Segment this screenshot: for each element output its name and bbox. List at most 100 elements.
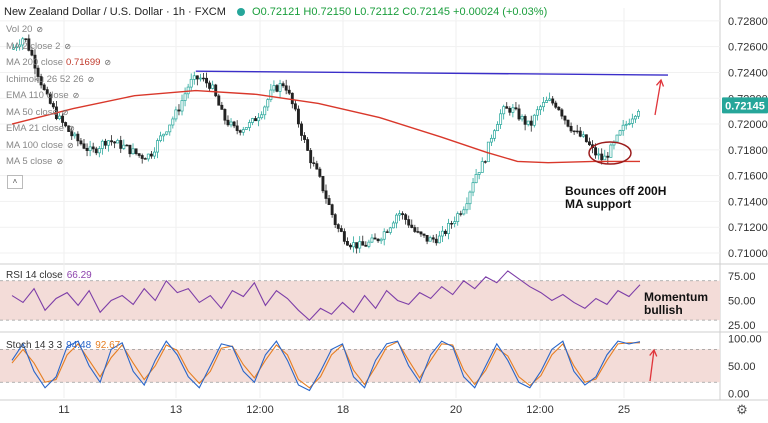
candle — [51, 101, 55, 110]
candle — [137, 153, 141, 158]
candle-body — [395, 214, 398, 224]
candle — [434, 234, 438, 246]
candle-body — [168, 124, 172, 133]
candle-body — [618, 130, 622, 136]
candle-body — [21, 38, 25, 46]
candle — [296, 105, 300, 128]
candle — [306, 137, 310, 152]
indicator-value: 0.71699 — [66, 57, 101, 68]
candle — [287, 85, 291, 95]
candle — [290, 92, 294, 109]
candle — [116, 138, 120, 144]
hide-eye-icon[interactable]: ⊘ — [68, 124, 75, 133]
indicator-row[interactable]: MA 5 close ⊘ — [6, 156, 63, 167]
candle-body — [281, 83, 285, 87]
price-lines — [11, 70, 669, 392]
candle — [453, 216, 457, 228]
candle-body — [615, 134, 619, 143]
x-tick-label: 18 — [337, 404, 349, 416]
candle-body — [85, 147, 89, 151]
candle-body — [143, 158, 147, 160]
candle-body — [97, 148, 101, 154]
hide-eye-icon[interactable]: ⊘ — [67, 140, 74, 150]
candle — [177, 104, 181, 116]
indicator-row[interactable]: EMA 110 close ⊘ — [6, 90, 79, 101]
candle — [637, 109, 640, 120]
symbol-title[interactable]: New Zealand Dollar / U.S. Dollar · 1h · … — [4, 6, 226, 18]
candle — [159, 131, 163, 143]
candle — [76, 131, 80, 147]
candle — [36, 65, 40, 83]
indicator-row[interactable]: EMA 21 close ⊘ — [6, 123, 75, 134]
collapse-legend-button[interactable]: ˄ — [7, 175, 23, 189]
candle-body — [514, 107, 518, 110]
candle — [566, 119, 570, 128]
hide-eye-icon[interactable]: ⊘ — [72, 91, 80, 100]
indicator-row[interactable]: Vol 20 ⊘ — [6, 24, 43, 35]
rsi-line — [11, 270, 641, 321]
candle-body — [290, 92, 294, 105]
candle-body — [520, 116, 524, 120]
candle-body — [410, 224, 414, 228]
candle — [15, 43, 19, 51]
candle — [603, 149, 607, 161]
price-up-arrow-head — [655, 78, 665, 87]
candle — [407, 215, 411, 228]
candle-body — [489, 137, 493, 143]
candle — [217, 93, 221, 106]
candle — [103, 138, 107, 150]
candle — [416, 227, 420, 234]
candle-body — [444, 230, 447, 235]
candle-body — [474, 174, 478, 184]
candle-body — [211, 84, 215, 89]
candle — [122, 139, 126, 150]
candle — [560, 108, 564, 120]
rsi-legend[interactable]: RSI 14 close 66.29 — [6, 270, 92, 281]
candle-body — [88, 146, 92, 151]
candle-body — [548, 98, 552, 101]
candle — [275, 84, 279, 93]
candle — [489, 134, 493, 147]
hide-eye-icon[interactable]: ⊘ — [104, 58, 112, 67]
candle-body — [303, 135, 307, 140]
candle — [413, 224, 417, 233]
candle-body — [606, 155, 610, 158]
indicator-row[interactable]: MA 200 close 0.71699 ⊘ — [6, 57, 111, 68]
candle — [244, 127, 248, 130]
candle — [349, 243, 352, 250]
hide-eye-icon[interactable]: ⊘ — [64, 41, 72, 51]
candle — [401, 211, 405, 220]
hide-eye-icon[interactable]: ⊘ — [56, 157, 64, 166]
hide-eye-icon[interactable]: ⊘ — [87, 74, 95, 84]
candle-body — [257, 117, 261, 122]
stoch-legend[interactable]: Stoch 14 3 3 94.48 92.67 — [6, 340, 120, 351]
candle — [205, 72, 208, 88]
candle-body — [296, 108, 300, 125]
candle-body — [110, 140, 114, 143]
indicator-row[interactable]: Ichimoku 26 52 26 ⊘ — [6, 74, 94, 85]
indicator-row[interactable]: MA 2 close 2 ⊘ — [6, 41, 71, 52]
candle — [39, 73, 43, 89]
candle-body — [554, 102, 558, 108]
indicator-row[interactable]: MA 50 close ⊘ — [6, 107, 68, 118]
stoch-up-arrow-head — [649, 348, 658, 357]
hide-eye-icon[interactable]: ⊘ — [61, 107, 69, 117]
y-tick-label: 0.71200 — [728, 222, 768, 234]
candle — [493, 129, 496, 142]
osc-tick-label: 75.00 — [728, 271, 756, 283]
candle-body — [456, 213, 460, 222]
candle-body — [94, 148, 98, 154]
candle — [422, 233, 426, 238]
candle-body — [600, 153, 604, 161]
indicator-row[interactable]: MA 100 close ⊘ — [6, 140, 74, 151]
candle — [266, 98, 270, 112]
gear-icon[interactable]: ⚙ — [736, 402, 748, 417]
candle — [45, 86, 49, 96]
hide-eye-icon[interactable]: ⊘ — [36, 25, 44, 34]
candle-body — [131, 148, 135, 155]
candle — [247, 119, 251, 132]
candle-body — [382, 231, 386, 240]
candle-body — [560, 109, 564, 117]
